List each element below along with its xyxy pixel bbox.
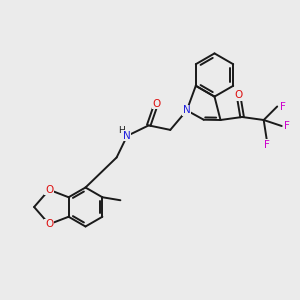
Text: N: N xyxy=(123,131,131,141)
Text: O: O xyxy=(45,185,53,195)
Text: O: O xyxy=(45,219,53,229)
Text: H: H xyxy=(118,126,125,135)
Text: F: F xyxy=(264,140,270,150)
Text: N: N xyxy=(183,105,191,116)
Text: F: F xyxy=(280,101,286,112)
Text: O: O xyxy=(152,99,160,109)
Text: O: O xyxy=(234,90,243,100)
Text: F: F xyxy=(284,121,290,131)
